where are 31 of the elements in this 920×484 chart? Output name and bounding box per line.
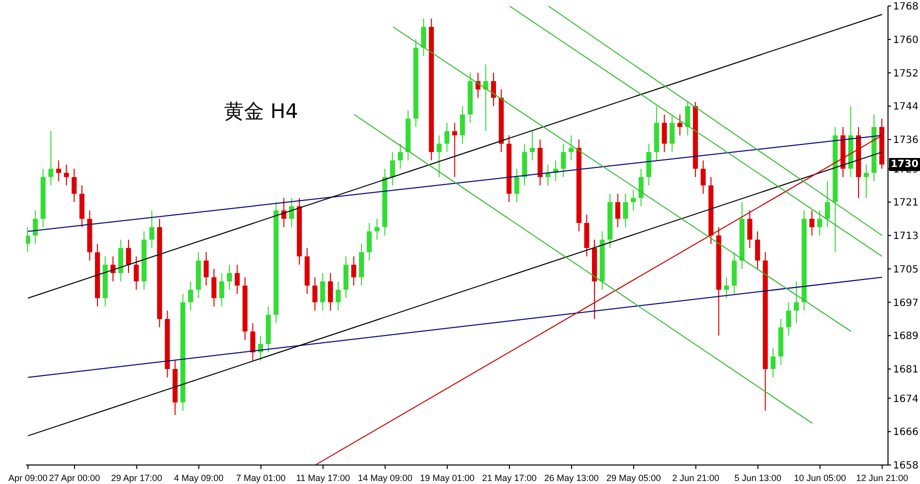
x-tick-label: 19 May 01:00 (420, 473, 475, 483)
x-tick-label: 21 May 17:00 (482, 473, 537, 483)
x-tick-label: Apr 09:00 (8, 473, 48, 483)
y-tick-label: 1705 (893, 264, 918, 276)
y-tick-label: 1760 (893, 34, 918, 46)
y-tick-label: 1736 (893, 135, 918, 146)
x-tick-label: 10 Jun 05:00 (794, 473, 846, 483)
y-tick-label: 1674 (893, 394, 918, 405)
text: 黄金 H4 (224, 98, 298, 125)
y-tick-label: 1768 (893, 2, 918, 13)
x-tick-label: 2 Jun 21:00 (672, 473, 720, 483)
y-tick-label: 1697 (893, 298, 918, 309)
annotation: 1730 (889, 158, 920, 171)
y-tick-label: 1752 (893, 68, 918, 80)
y-tick-label: 1658 (893, 460, 918, 472)
y-tick-label: 1713 (893, 231, 918, 242)
x-tick-label: 29 Apr 17:00 (111, 473, 162, 483)
x-tick-label: 7 May 01:00 (236, 473, 286, 483)
x-tick-label: 27 Apr 00:00 (49, 473, 100, 483)
x-tick-label: 29 May 05:00 (606, 473, 661, 483)
x-tick-label: 12 Jun 21:00 (856, 473, 908, 483)
y-tick-label: 1666 (893, 427, 918, 438)
y-tick-label: 1681 (893, 364, 918, 376)
x-tick-label: 26 May 13:00 (544, 473, 599, 483)
y-tick-label: 1744 (893, 102, 918, 113)
x-tick-label: 14 May 09:00 (358, 473, 412, 483)
y-tick-label: 1721 (893, 198, 918, 209)
x-tick-label: 5 Jun 13:00 (734, 473, 782, 483)
x-tick-label: 4 May 09:00 (174, 473, 224, 483)
y-tick-label: 1689 (893, 331, 918, 342)
x-tick-label: 11 May 17:00 (296, 473, 350, 483)
